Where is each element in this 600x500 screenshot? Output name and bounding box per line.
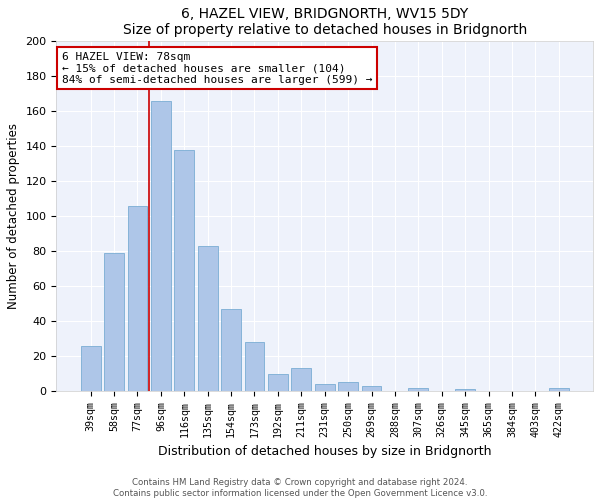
Bar xyxy=(362,386,382,391)
Bar xyxy=(268,374,288,391)
Text: Contains HM Land Registry data © Crown copyright and database right 2024.
Contai: Contains HM Land Registry data © Crown c… xyxy=(113,478,487,498)
Bar xyxy=(338,382,358,391)
Bar xyxy=(455,390,475,391)
X-axis label: Distribution of detached houses by size in Bridgnorth: Distribution of detached houses by size … xyxy=(158,445,491,458)
Title: 6, HAZEL VIEW, BRIDGNORTH, WV15 5DY
Size of property relative to detached houses: 6, HAZEL VIEW, BRIDGNORTH, WV15 5DY Size… xyxy=(122,7,527,37)
Bar xyxy=(198,246,218,391)
Bar xyxy=(128,206,148,391)
Bar xyxy=(104,253,124,391)
Bar xyxy=(549,388,569,391)
Text: 6 HAZEL VIEW: 78sqm
← 15% of detached houses are smaller (104)
84% of semi-detac: 6 HAZEL VIEW: 78sqm ← 15% of detached ho… xyxy=(62,52,372,85)
Bar xyxy=(292,368,311,391)
Bar xyxy=(315,384,335,391)
Bar xyxy=(221,309,241,391)
Y-axis label: Number of detached properties: Number of detached properties xyxy=(7,123,20,309)
Bar xyxy=(81,346,101,391)
Bar xyxy=(409,388,428,391)
Bar xyxy=(175,150,194,391)
Bar xyxy=(245,342,265,391)
Bar xyxy=(151,100,171,391)
